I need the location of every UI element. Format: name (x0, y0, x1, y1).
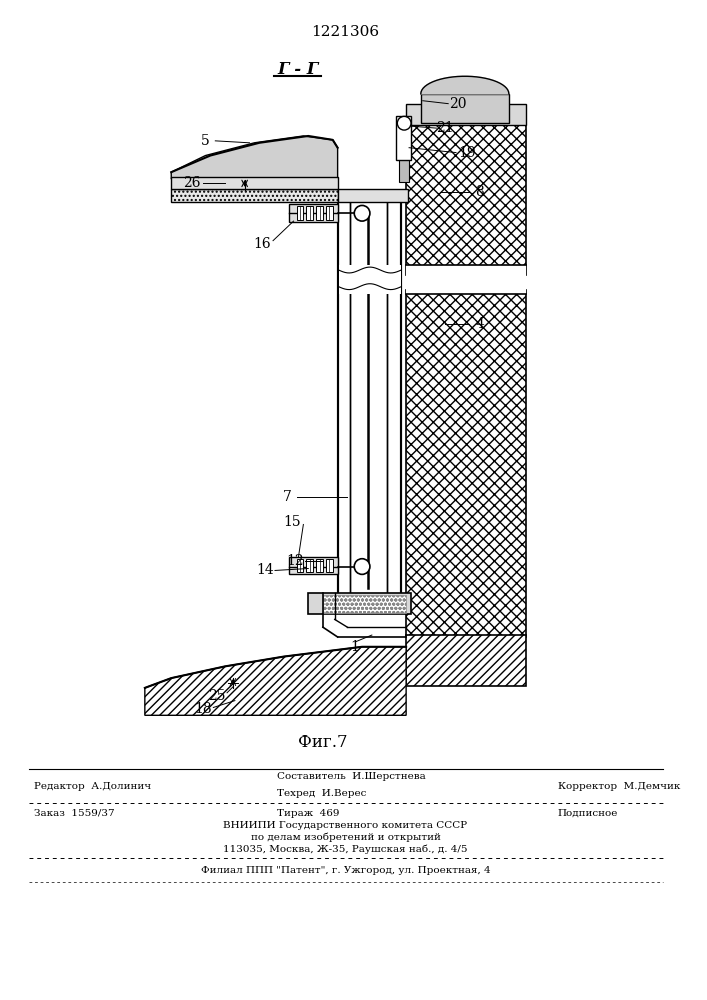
Text: 12: 12 (287, 554, 304, 568)
Bar (399, 123, 409, 182)
Polygon shape (171, 136, 338, 179)
Text: по делам изобретений и открытий: по делам изобретений и открытий (250, 833, 440, 842)
Bar (406, 290, 525, 637)
Text: Техред  И.Верес: Техред И.Верес (277, 789, 366, 798)
Bar (316, 206, 323, 220)
Text: Филиал ППП "Патент", г. Ужгород, ул. Проектная, 4: Филиал ППП "Патент", г. Ужгород, ул. Про… (201, 866, 490, 875)
Text: 1221306: 1221306 (311, 25, 380, 39)
Text: Корректор  М.Демчик: Корректор М.Демчик (558, 782, 680, 791)
Text: 14: 14 (257, 563, 274, 577)
Text: 113035, Москва, Ж-35, Раушская наб., д. 4/5: 113035, Москва, Ж-35, Раушская наб., д. … (223, 845, 468, 854)
Bar (406, 635, 525, 686)
Text: 4: 4 (475, 317, 484, 331)
Text: 18: 18 (194, 702, 212, 716)
Bar (171, 177, 338, 189)
Circle shape (354, 559, 370, 574)
Text: 7: 7 (284, 490, 292, 504)
Bar (326, 206, 333, 220)
Bar (338, 189, 408, 202)
Bar (339, 265, 402, 294)
Text: 19: 19 (458, 146, 476, 160)
Bar (406, 265, 525, 294)
Bar (421, 94, 509, 123)
Bar (296, 206, 303, 220)
Bar (306, 206, 313, 220)
Bar (397, 116, 411, 160)
Polygon shape (145, 647, 406, 715)
Text: Заказ  1559/37: Заказ 1559/37 (34, 809, 115, 818)
Bar (288, 557, 338, 574)
Polygon shape (421, 76, 509, 94)
Text: 21: 21 (436, 121, 454, 135)
Bar (171, 177, 338, 189)
Text: 16: 16 (253, 237, 271, 251)
Bar (296, 559, 303, 572)
Text: 20: 20 (449, 97, 467, 111)
Text: 5: 5 (201, 134, 210, 148)
Text: Г - Г: Г - Г (278, 61, 319, 78)
Bar (306, 559, 313, 572)
Text: Фиг.7: Фиг.7 (298, 734, 348, 751)
Circle shape (397, 116, 411, 130)
Text: Тираж  469: Тираж 469 (277, 809, 339, 818)
Bar (406, 123, 525, 275)
Text: 8: 8 (475, 185, 484, 199)
Text: 1: 1 (351, 640, 360, 654)
Bar (339, 202, 402, 598)
Text: Редактор  А.Долинич: Редактор А.Долинич (34, 782, 151, 791)
Bar (171, 189, 338, 202)
Text: Составитель  И.Шерстнева: Составитель И.Шерстнева (277, 772, 426, 781)
Text: ВНИИПИ Государственного комитета СССР: ВНИИПИ Государственного комитета СССР (223, 821, 467, 830)
Text: 26: 26 (183, 176, 201, 190)
Circle shape (354, 205, 370, 221)
Bar (323, 595, 406, 613)
Bar (406, 104, 525, 125)
Text: 25: 25 (209, 689, 226, 703)
Text: 15: 15 (284, 515, 301, 529)
Bar (326, 559, 333, 572)
Text: Подписное: Подписное (558, 809, 618, 818)
Bar (316, 559, 323, 572)
Bar (288, 204, 338, 222)
Bar (308, 593, 411, 614)
